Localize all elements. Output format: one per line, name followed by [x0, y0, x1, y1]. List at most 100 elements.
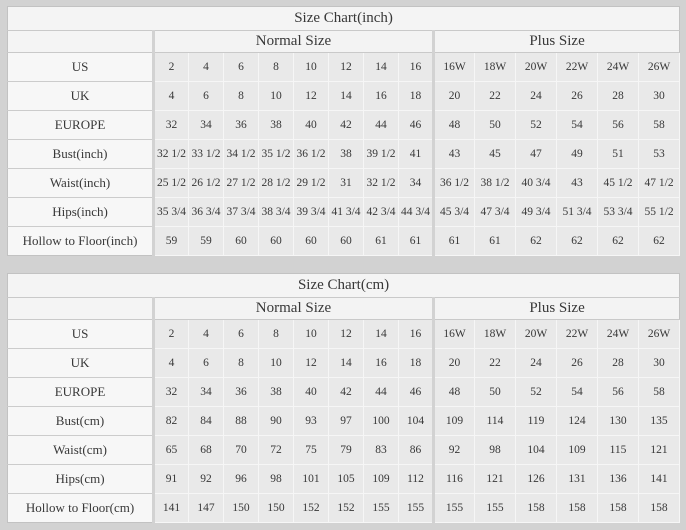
- size-cell: 43: [556, 168, 598, 198]
- size-cell: 34 1/2: [223, 139, 259, 169]
- size-cell: 47 1/2: [637, 168, 681, 198]
- size-cell: 30: [637, 348, 681, 378]
- size-cell: 50: [474, 110, 516, 140]
- row-label: EUROPE: [7, 377, 155, 407]
- table-row: Hips(inch) 35 3/4 36 3/4 37 3/4 38 3/4 39 3/4…: [7, 197, 681, 227]
- size-cell: 46: [398, 110, 434, 140]
- table-row: Hips(cm) 91 92 96 98 101 105 109 112 116 121 126 131…: [7, 464, 681, 494]
- row-label: Waist(cm): [7, 435, 155, 465]
- size-cell: 60: [293, 226, 329, 256]
- size-cell: 152: [328, 493, 364, 523]
- size-cell: 16W: [432, 319, 475, 349]
- size-cell: 136: [597, 464, 639, 494]
- size-cell: 121: [637, 435, 681, 465]
- size-cell: 36: [223, 377, 259, 407]
- size-cell: 36 3/4: [188, 197, 224, 227]
- table-row: EUROPE 32 34 36 38 40 42 44 46 48 50 52 54 56 58: [7, 377, 681, 407]
- size-cell: 24: [515, 81, 557, 111]
- size-cell: 18: [398, 348, 434, 378]
- size-cell: 49: [556, 139, 598, 169]
- size-cell: 10: [258, 81, 294, 111]
- size-cell: 16: [363, 81, 399, 111]
- size-cell: 158: [637, 493, 681, 523]
- size-cell: 98: [258, 464, 294, 494]
- size-cell: 37 3/4: [223, 197, 259, 227]
- size-cell: 40: [293, 377, 329, 407]
- table-row: UK 4 6 8 10 12 14 16 18 20 22 24 26 28 30: [7, 348, 681, 378]
- size-cell: 2: [153, 52, 189, 82]
- size-cell: 42: [328, 377, 364, 407]
- size-cell: 18: [398, 81, 434, 111]
- size-cell: 25 1/2: [153, 168, 189, 198]
- size-cell: 109: [432, 406, 475, 436]
- size-cell: 100: [363, 406, 399, 436]
- size-cell: 58: [637, 110, 681, 140]
- size-cell: 28: [597, 81, 639, 111]
- size-cell: 12: [293, 81, 329, 111]
- size-cell: 32: [153, 110, 189, 140]
- size-cell: 130: [597, 406, 639, 436]
- table-row: Bust(cm) 82 84 88 90 93 97 100 104 109 114 119 124 13…: [7, 406, 681, 436]
- size-cell: 79: [328, 435, 364, 465]
- size-cell: 58: [637, 377, 681, 407]
- size-chart-inch-table: Size Chart(inch) Normal Size Plus Size US 2 4…: [7, 6, 681, 256]
- size-cell: 62: [556, 226, 598, 256]
- row-label: UK: [7, 348, 155, 378]
- size-cell: 101: [293, 464, 329, 494]
- size-cell: 16W: [432, 52, 475, 82]
- size-cell: 83: [363, 435, 399, 465]
- size-chart-cm-table: Size Chart(cm) Normal Size Plus Size US 2 4 6 8…: [7, 273, 681, 523]
- size-cell: 109: [556, 435, 598, 465]
- size-cell: 34: [398, 168, 434, 198]
- size-cell: 54: [556, 110, 598, 140]
- size-cell: 41: [398, 139, 434, 169]
- tables-container: Size Chart(inch) Normal Size Plus Size US 2 4…: [7, 6, 681, 523]
- size-cell: 35 3/4: [153, 197, 189, 227]
- table-row: US 2 4 6 8 10 12 14 16 16W 18W 20W 22W 24W 26W: [7, 319, 681, 349]
- size-cell: 82: [153, 406, 189, 436]
- size-cell: 150: [258, 493, 294, 523]
- size-cell: 32 1/2: [153, 139, 189, 169]
- size-cell: 42 3/4: [363, 197, 399, 227]
- size-cell: 45 3/4: [432, 197, 475, 227]
- size-cell: 22: [474, 81, 516, 111]
- size-cell: 36 1/2: [432, 168, 475, 198]
- corner-cell: [7, 297, 155, 320]
- size-cell: 53 3/4: [597, 197, 639, 227]
- size-cell: 109: [363, 464, 399, 494]
- size-cell: 86: [398, 435, 434, 465]
- size-cell: 62: [515, 226, 557, 256]
- table-row: US 2 4 6 8 10 12 14 16 16W 18W 20W 22W 24W 26W: [7, 52, 681, 82]
- group-header-normal: Normal Size: [153, 30, 434, 53]
- size-cell: 47 3/4: [474, 197, 516, 227]
- size-cell: 72: [258, 435, 294, 465]
- size-cell: 112: [398, 464, 434, 494]
- size-cell: 26 1/2: [188, 168, 224, 198]
- size-cell: 61: [432, 226, 475, 256]
- size-cell: 98: [474, 435, 516, 465]
- size-cell: 34: [188, 377, 224, 407]
- size-cell: 22W: [556, 319, 598, 349]
- size-cell: 50: [474, 377, 516, 407]
- size-cell: 126: [515, 464, 557, 494]
- size-cell: 155: [363, 493, 399, 523]
- size-cell: 92: [432, 435, 475, 465]
- size-cell: 84: [188, 406, 224, 436]
- size-cell: 54: [556, 377, 598, 407]
- size-cell: 59: [153, 226, 189, 256]
- size-cell: 4: [188, 52, 224, 82]
- size-cell: 24: [515, 348, 557, 378]
- size-cell: 29 1/2: [293, 168, 329, 198]
- size-cell: 61: [398, 226, 434, 256]
- size-cell: 92: [188, 464, 224, 494]
- size-cell: 53: [637, 139, 681, 169]
- size-cell: 158: [556, 493, 598, 523]
- corner-cell: [7, 30, 155, 53]
- size-cell: 18W: [474, 319, 516, 349]
- row-label: Hollow to Floor(cm): [7, 493, 155, 523]
- size-cell: 43: [432, 139, 475, 169]
- size-cell: 4: [153, 348, 189, 378]
- size-cell: 6: [188, 81, 224, 111]
- size-cell: 8: [258, 319, 294, 349]
- size-cell: 28: [597, 348, 639, 378]
